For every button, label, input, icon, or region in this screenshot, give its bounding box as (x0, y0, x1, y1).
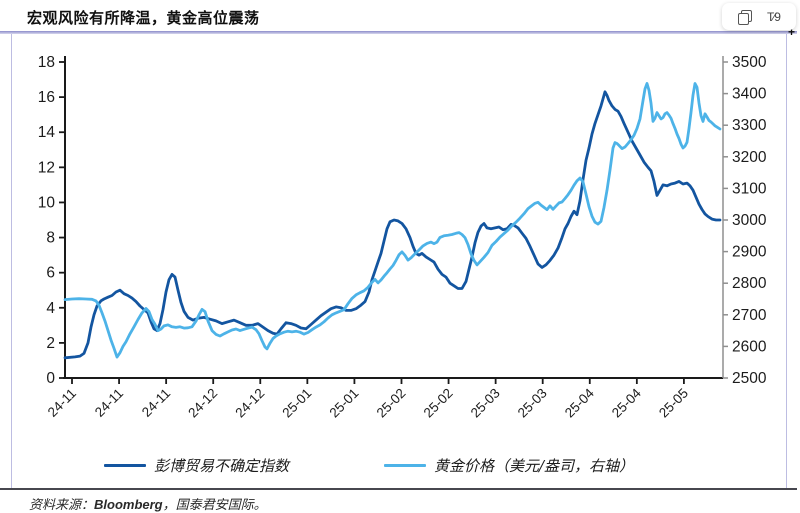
legend-item-index: 彭博贸易不确定指数 (104, 455, 289, 476)
left-axis-tick-label: 18 (38, 54, 55, 71)
x-axis-tick-label: 24-12 (232, 386, 267, 421)
x-axis-tick-label: 25-03 (468, 386, 503, 421)
x-axis-tick-label: 25-04 (562, 385, 597, 420)
left-axis-tick-label: 4 (46, 300, 55, 317)
legend-line-dark (104, 463, 146, 468)
bottom-divider (0, 488, 797, 490)
x-axis-tick-label: 25-04 (609, 385, 644, 420)
copy-icon[interactable] (737, 9, 752, 25)
left-axis-tick-label: 2 (46, 335, 55, 352)
title-underline (0, 31, 797, 34)
x-axis-tick-label: 25-01 (327, 386, 362, 421)
legend-label-gold: 黄金价格（美元/盎司，右轴） (434, 457, 635, 475)
left-axis-tick-label: 0 (46, 370, 55, 387)
source-prefix: 资料来源： (29, 498, 95, 513)
x-axis-tick-label: 24-11 (45, 386, 79, 420)
right-axis-tick-label: 2900 (732, 244, 767, 261)
left-axis-tick-label: 12 (38, 159, 55, 176)
left-axis-tick-label: 8 (46, 230, 55, 247)
right-axis-tick-label: 3300 (732, 117, 767, 134)
right-axis-tick-label: 2800 (732, 275, 767, 292)
legend-line-light (384, 463, 426, 468)
right-axis-tick-label: 2500 (732, 370, 767, 387)
series-line-0 (63, 90, 722, 360)
x-axis-tick-label: 24-11 (92, 386, 126, 420)
x-axis-tick-label: 25-05 (656, 386, 691, 421)
right-page-guide (786, 33, 787, 489)
right-axis-tick-label: 3000 (732, 212, 767, 229)
x-axis-tick-label: 24-11 (139, 386, 173, 420)
left-axis-tick-label: 14 (38, 124, 56, 141)
x-axis-tick-label: 25-02 (374, 386, 409, 421)
rule-end-mark: + (788, 25, 796, 39)
right-axis-tick-label: 3500 (732, 54, 767, 71)
line-chart: 0 2 4 6 8 10 12 14 16 18 2500 2600 2700 2800 2900 3000 3… (38, 54, 767, 421)
right-axis-tick-label: 3200 (732, 149, 767, 166)
legend-item-gold: 黄金价格（美元/盎司，右轴） (384, 455, 634, 476)
fraction-icon[interactable]: T⁄9 (766, 9, 781, 24)
source-bloomberg: Bloomberg (94, 497, 163, 512)
x-axis-tick-label: 25-03 (515, 386, 550, 421)
left-axis-tick-label: 10 (38, 194, 56, 211)
series-line-1 (63, 82, 722, 359)
source-suffix: ，国泰君安国际。 (162, 498, 267, 513)
page-title: 宏观风险有所降温，黄金高位震荡 (27, 10, 260, 27)
legend-label-index: 彭博贸易不确定指数 (154, 457, 290, 475)
x-axis-tick-label: 24-12 (185, 386, 220, 421)
source-note: 资料来源：Bloomberg，国泰君安国际。 (29, 494, 267, 513)
right-axis-tick-label: 2700 (732, 307, 767, 324)
left-page-guide (11, 33, 12, 489)
right-axis-tick-label: 3400 (732, 86, 767, 103)
right-axis-tick-label: 2600 (732, 338, 767, 355)
x-axis-tick-label: 25-01 (279, 386, 314, 421)
x-axis-tick-label: 25-02 (421, 386, 456, 421)
left-axis-tick-label: 6 (46, 265, 55, 282)
right-axis-tick-label: 3100 (732, 180, 767, 197)
left-axis-tick-label: 16 (38, 89, 55, 106)
floating-toolbar: T⁄9 (722, 3, 796, 30)
